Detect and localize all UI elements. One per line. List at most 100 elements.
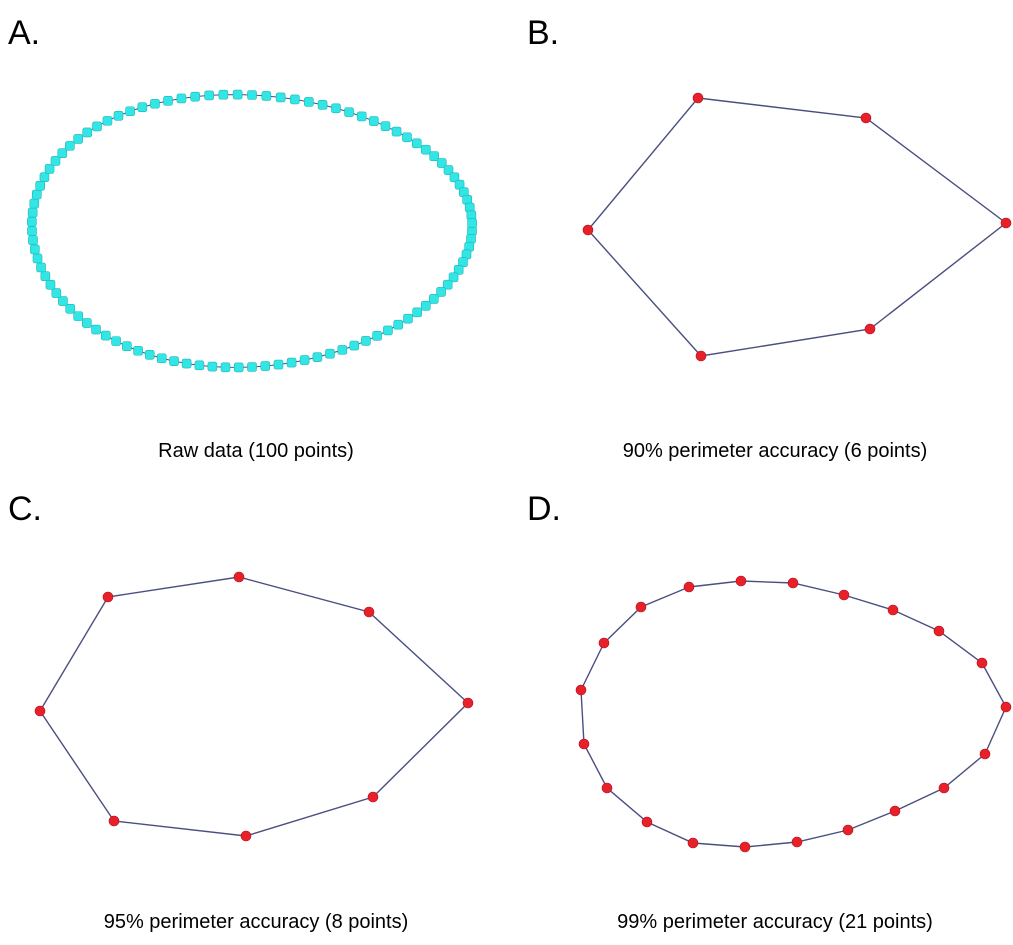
panel-a-point-64	[92, 121, 102, 132]
panel-a-point-40	[82, 318, 92, 328]
panel-a-point-83	[344, 107, 354, 117]
panel-a-point-45	[45, 279, 56, 290]
panel-a-point-78	[275, 92, 286, 103]
panel-a-point-22	[299, 355, 310, 365]
panel-a-point-27	[233, 362, 244, 373]
panel-a-point-17	[361, 336, 371, 346]
panel-a-letter: A.	[8, 14, 41, 52]
panel-c-vertex-2	[233, 571, 245, 583]
panel-b-vertex-2	[860, 112, 872, 124]
panel-d-vertex-8	[1000, 701, 1012, 713]
panel-c-caption: 95% perimeter accuracy (8 points)	[103, 911, 409, 933]
panel-a-point-39	[91, 324, 101, 335]
panel-a-point-24	[273, 359, 284, 370]
panel-a-point-76	[247, 90, 257, 100]
panel-b-vertex-3	[1000, 217, 1012, 229]
panel-c-vertex-3	[363, 606, 375, 618]
panel-c-vertex-8	[34, 705, 46, 717]
panel-a-raw-data	[27, 89, 477, 373]
panel-a-point-12	[412, 307, 422, 318]
panel-a-point-61	[65, 141, 75, 151]
panel-b-vertex-1	[692, 92, 704, 104]
panel-a-point-74	[218, 89, 229, 100]
panel-a-point-48	[32, 253, 43, 264]
panel-a-point-67	[125, 106, 135, 117]
panel-d-vertex-19	[575, 684, 587, 696]
panel-a-point-72	[190, 91, 200, 102]
panel-a-point-43	[58, 296, 68, 306]
panel-a-point-81	[317, 100, 328, 110]
panel-c-vertex-6	[240, 830, 252, 842]
panel-b-letter: B.	[527, 14, 560, 52]
panel-a-point-77	[261, 91, 272, 101]
panel-a-point-28	[220, 362, 231, 373]
panel-c-letter: C.	[8, 490, 42, 528]
panel-a-point-94	[449, 172, 460, 183]
panel-a-point-85	[369, 116, 379, 126]
panel-b-vertex-6	[582, 224, 594, 236]
panel-b-vertex-4	[864, 323, 876, 335]
panel-c-vertex-1	[102, 591, 114, 603]
panel-c-vertex-5	[367, 791, 379, 803]
panel-a-point-36	[122, 341, 132, 352]
panel-a-point-82	[331, 103, 341, 114]
panel-a-point-29	[207, 361, 218, 372]
panel-a-point-33	[156, 353, 167, 364]
panel-a-point-32	[169, 356, 179, 366]
panel-d-vertex-4	[838, 589, 850, 601]
panel-a-point-92	[436, 158, 447, 168]
panel-a-point-56	[35, 180, 45, 191]
panel-a-point-52	[27, 216, 37, 227]
panel-d-vertex-17	[601, 782, 613, 794]
panel-a-point-23	[286, 357, 297, 368]
panel-a-point-41	[73, 311, 84, 321]
panel-a-point-71	[176, 93, 187, 104]
panel-d-letter: D.	[527, 490, 561, 528]
panel-a-point-88	[402, 132, 412, 143]
panel-a-point-54	[29, 198, 40, 209]
panel-a-point-65	[102, 116, 113, 126]
panel-a-point-91	[429, 151, 439, 162]
panel-a-point-31	[181, 358, 192, 369]
panel-a-point-38	[100, 330, 111, 341]
panel-c-vertex-7	[108, 815, 120, 827]
panel-a-point-50	[28, 235, 38, 246]
panel-a-point-86	[380, 121, 391, 131]
panel-a-point-21	[312, 352, 323, 362]
panel-a-point-15	[383, 325, 393, 336]
panel-a-point-51	[27, 226, 37, 236]
panel-a-point-70	[163, 96, 173, 106]
panel-a-point-100	[467, 218, 477, 228]
panel-a-point-90	[421, 144, 431, 155]
panel-a-point-58	[44, 164, 55, 174]
panel-a-point-75	[232, 89, 243, 100]
panel-a-point-10	[428, 294, 439, 304]
panel-d-vertex-14	[739, 841, 751, 853]
panel-a-point-87	[391, 126, 402, 137]
panel-d-vertex-18	[578, 738, 590, 750]
panel-a-point-37	[111, 336, 121, 346]
panel-a-point-44	[51, 288, 62, 298]
panel-a-point-19	[337, 345, 348, 355]
panel-b-outline	[587, 97, 1008, 357]
panel-a-point-6	[453, 265, 464, 275]
panel-a-point-47	[36, 262, 46, 273]
panel-a-point-35	[133, 345, 143, 356]
panel-a-point-63	[82, 127, 93, 138]
panel-d-polygon	[575, 575, 1012, 853]
panel-c-outline	[39, 576, 470, 837]
panel-a-point-30	[194, 360, 205, 371]
panel-a-point-80	[304, 97, 314, 107]
panel-a-point-73	[204, 90, 214, 101]
panel-c-polygon	[34, 571, 474, 842]
panel-d-vertex-6	[933, 625, 945, 637]
panel-a-point-9	[436, 287, 446, 297]
panel-a-point-8	[442, 279, 453, 290]
panel-a-point-13	[403, 313, 413, 324]
panel-d-vertex-9	[979, 748, 991, 760]
panel-d-vertex-10	[938, 782, 950, 794]
panel-a-point-89	[411, 138, 422, 149]
panel-d-vertex-11	[889, 805, 901, 817]
panel-a-point-34	[144, 349, 155, 360]
panel-d-vertex-5	[887, 604, 899, 616]
